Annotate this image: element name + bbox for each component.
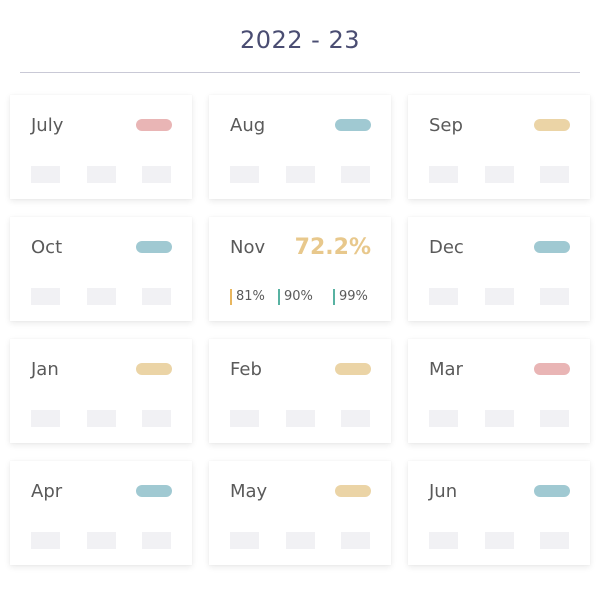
placeholder-block — [286, 166, 315, 183]
month-card-mar[interactable]: Mar — [408, 339, 590, 443]
status-pill — [136, 485, 172, 497]
placeholder-block — [142, 166, 171, 183]
placeholder-block — [485, 410, 514, 427]
month-label: Aug — [230, 115, 266, 136]
month-card-may[interactable]: May — [209, 461, 391, 565]
month-label: Jan — [31, 359, 59, 380]
placeholder-block — [87, 288, 116, 305]
placeholder-block — [485, 532, 514, 549]
month-label: Oct — [31, 237, 63, 258]
placeholder-block — [286, 410, 315, 427]
status-pill — [335, 363, 371, 375]
stat-value: 81% — [230, 289, 265, 305]
stat-value: 90% — [278, 289, 313, 305]
status-pill — [534, 363, 570, 375]
status-pill — [335, 485, 371, 497]
month-percent: 72.2% — [294, 235, 371, 260]
placeholder-block — [485, 288, 514, 305]
placeholder-block — [31, 410, 60, 427]
placeholder-row — [429, 410, 571, 427]
placeholder-block — [429, 166, 458, 183]
placeholder-block — [230, 166, 259, 183]
placeholder-block — [87, 532, 116, 549]
placeholder-row — [230, 166, 372, 183]
month-label: May — [230, 481, 268, 502]
placeholder-block — [540, 166, 569, 183]
placeholder-row — [429, 532, 571, 549]
month-label: Nov — [230, 237, 266, 258]
month-card-nov[interactable]: Nov 72.2% 81% 90% 99% — [209, 217, 391, 321]
placeholder-block — [142, 532, 171, 549]
status-pill — [136, 363, 172, 375]
month-grid: July Aug Sep Oct — [10, 95, 590, 565]
month-label: July — [31, 115, 64, 136]
month-card-sep[interactable]: Sep — [408, 95, 590, 199]
placeholder-block — [31, 532, 60, 549]
month-card-jan[interactable]: Jan — [10, 339, 192, 443]
placeholder-row — [31, 532, 173, 549]
month-label: Apr — [31, 481, 63, 502]
placeholder-block — [31, 288, 60, 305]
placeholder-block — [341, 532, 370, 549]
placeholder-block — [540, 288, 569, 305]
placeholder-block — [286, 532, 315, 549]
month-card-july[interactable]: July — [10, 95, 192, 199]
placeholder-block — [31, 166, 60, 183]
status-pill — [534, 119, 570, 131]
month-card-jun[interactable]: Jun — [408, 461, 590, 565]
month-label: Mar — [429, 359, 463, 380]
status-pill — [534, 485, 570, 497]
status-pill — [335, 119, 371, 131]
month-label: Feb — [230, 359, 262, 380]
month-label: Sep — [429, 115, 463, 136]
month-card-aug[interactable]: Aug — [209, 95, 391, 199]
placeholder-row — [31, 410, 173, 427]
placeholder-block — [485, 166, 514, 183]
placeholder-block — [540, 532, 569, 549]
placeholder-block — [87, 410, 116, 427]
placeholder-block — [230, 410, 259, 427]
stats-row: 81% 90% 99% — [230, 289, 380, 305]
month-label: Dec — [429, 237, 464, 258]
placeholder-block — [142, 288, 171, 305]
placeholder-row — [31, 166, 173, 183]
placeholder-row — [429, 288, 571, 305]
status-pill — [136, 119, 172, 131]
month-card-dec[interactable]: Dec — [408, 217, 590, 321]
placeholder-block — [230, 532, 259, 549]
placeholder-block — [341, 410, 370, 427]
placeholder-block — [341, 166, 370, 183]
placeholder-block — [429, 532, 458, 549]
placeholder-block — [142, 410, 171, 427]
placeholder-row — [429, 166, 571, 183]
placeholder-block — [429, 410, 458, 427]
page-title: 2022 - 23 — [239, 26, 361, 54]
status-pill — [136, 241, 172, 253]
placeholder-row — [31, 288, 173, 305]
month-card-apr[interactable]: Apr — [10, 461, 192, 565]
stat-value: 99% — [333, 289, 368, 305]
placeholder-block — [540, 410, 569, 427]
month-card-oct[interactable]: Oct — [10, 217, 192, 321]
title-divider — [20, 72, 580, 73]
placeholder-row — [230, 410, 372, 427]
status-pill — [534, 241, 570, 253]
month-card-feb[interactable]: Feb — [209, 339, 391, 443]
placeholder-row — [230, 532, 372, 549]
placeholder-block — [429, 288, 458, 305]
month-label: Jun — [429, 481, 458, 502]
placeholder-block — [87, 166, 116, 183]
